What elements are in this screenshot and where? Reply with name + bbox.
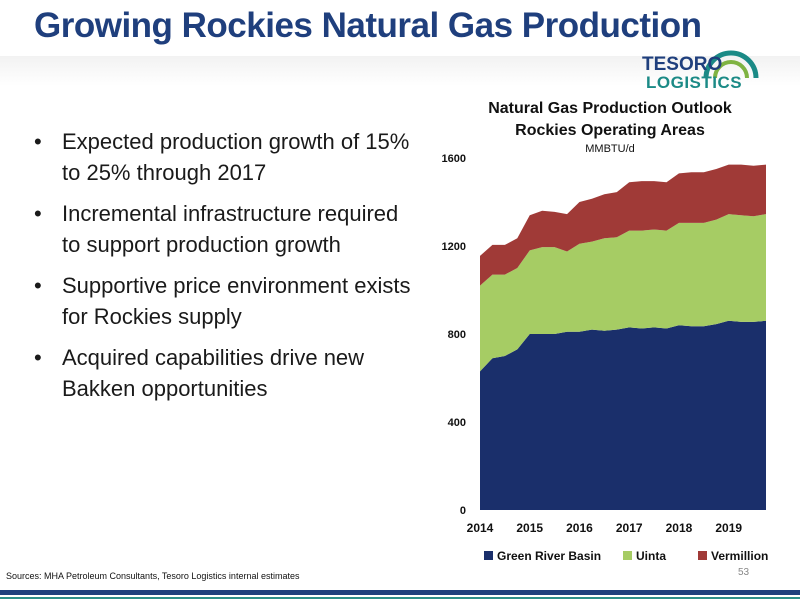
bullet-list: Expected production growth of 15% to 25%… [34, 126, 414, 414]
x-tick-label: 2014 [467, 521, 494, 535]
bullet-item: Supportive price environment exists for … [34, 270, 414, 332]
slide-title: Growing Rockies Natural Gas Production [34, 6, 702, 45]
chart-title-line2: Rockies Operating Areas [515, 122, 705, 139]
x-tick-label: 2016 [566, 521, 593, 535]
y-tick-label: 1600 [442, 153, 466, 165]
y-tick-label: 0 [460, 505, 466, 517]
x-tick-label: 2019 [715, 521, 742, 535]
legend-swatch-uinta [623, 551, 632, 560]
legend-label-green-river-basin: Green River Basin [497, 549, 601, 563]
legend-swatch-green-river-basin [484, 551, 493, 560]
production-area-chart: 0 400 800 1200 1600 2014 2015 2016 2017 2018 2019 G… [442, 153, 769, 563]
area-series-green-river-basin [480, 320, 766, 510]
area-series-uinta [480, 214, 766, 372]
page-number: 53 [738, 567, 750, 578]
logo-arc-icon [703, 50, 759, 79]
legend-swatch-vermillion [698, 551, 707, 560]
y-tick-label: 1200 [442, 241, 466, 253]
bullet-item: Acquired capabilities drive new Bakken o… [34, 342, 414, 404]
logo-line1: TESORO [642, 54, 723, 75]
tesoro-logistics-logo: TESORO LOGISTICS [636, 40, 764, 96]
x-tick-label: 2017 [616, 521, 643, 535]
x-tick-label: 2018 [666, 521, 693, 535]
footer-accent-line [0, 597, 800, 599]
y-tick-label: 800 [448, 329, 466, 341]
chart-title: Natural Gas Production Outlook Rockies O… [420, 98, 800, 142]
x-tick-label: 2015 [516, 521, 543, 535]
logo-line2: LOGISTICS [646, 73, 743, 92]
chart-unit-label: MMBTU/d [585, 143, 635, 155]
legend-label-vermillion: Vermillion [711, 549, 768, 563]
legend-label-uinta: Uinta [636, 549, 666, 563]
chart-title-line1: Natural Gas Production Outlook [488, 100, 732, 117]
area-series-vermillion [480, 164, 766, 286]
bullet-item: Incremental infrastructure required to s… [34, 198, 414, 260]
sources-note: Sources: MHA Petroleum Consultants, Teso… [6, 571, 300, 581]
title-band [0, 56, 800, 86]
footer-rule [0, 590, 800, 595]
y-tick-label: 400 [448, 417, 466, 429]
bullet-item: Expected production growth of 15% to 25%… [34, 126, 414, 188]
